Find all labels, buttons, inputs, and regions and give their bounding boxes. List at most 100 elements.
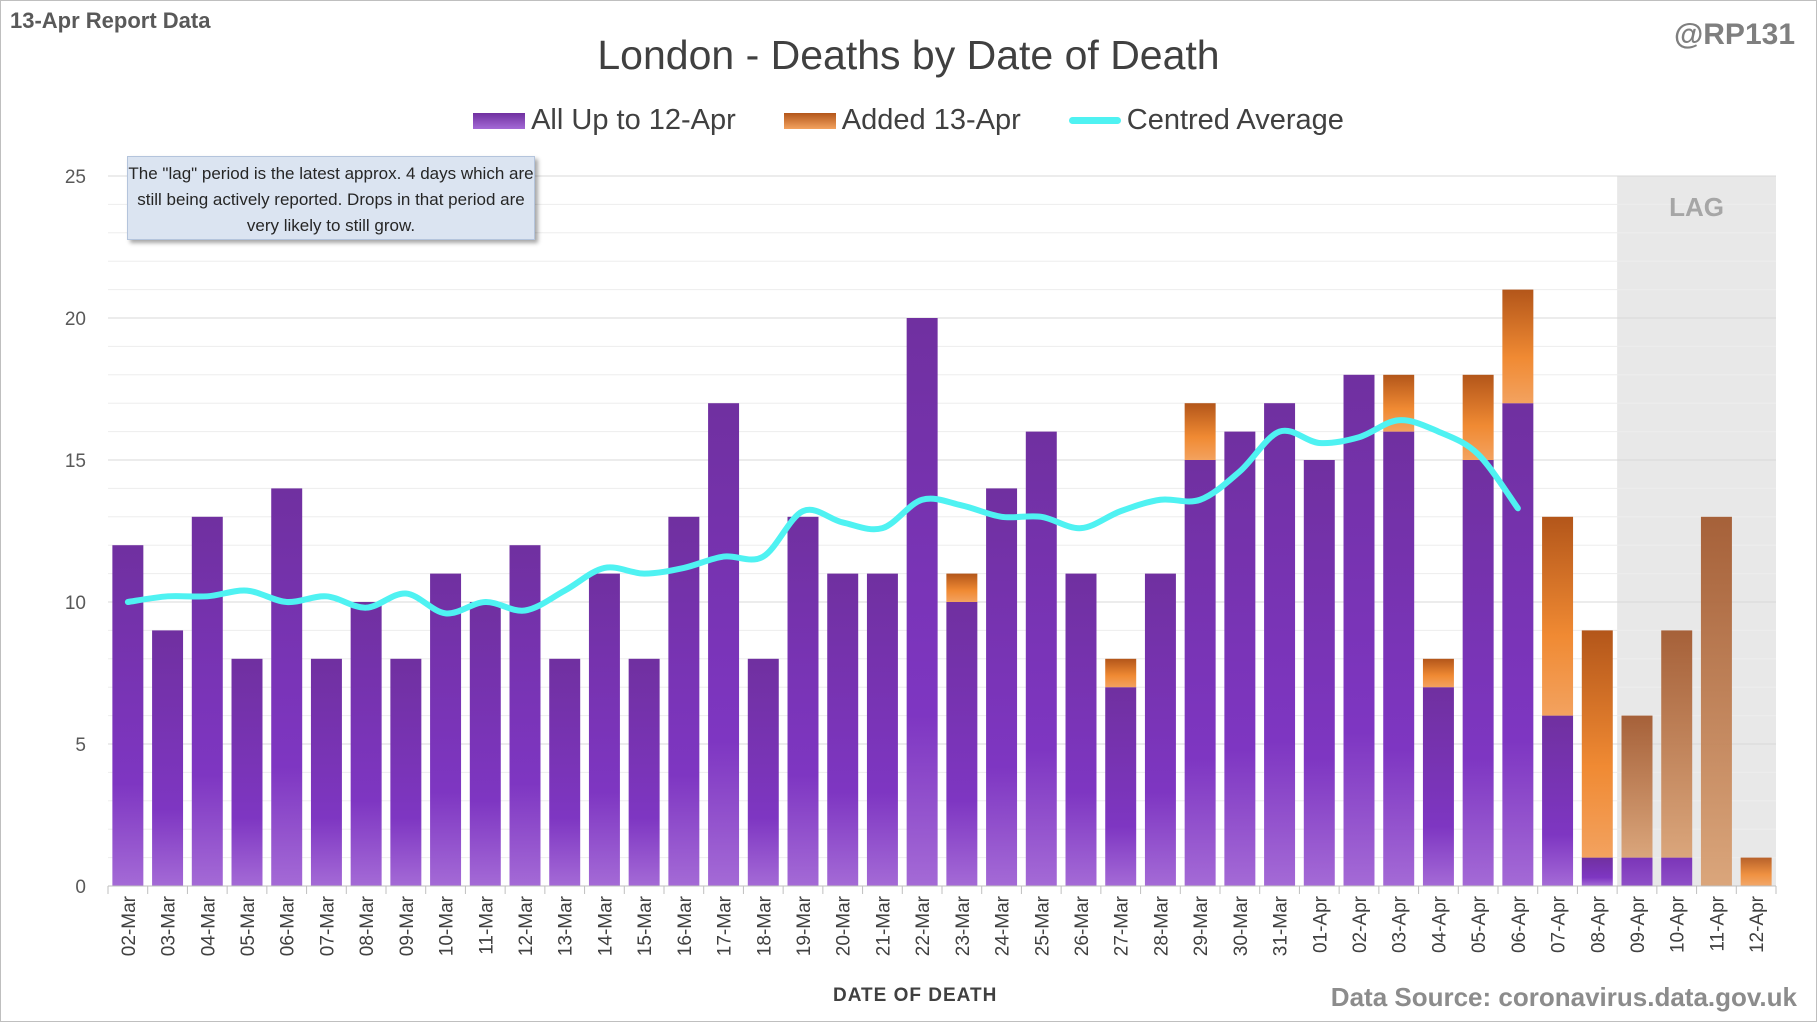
x-tick-label: 28-Mar xyxy=(1151,895,1172,956)
average-point xyxy=(484,601,486,603)
x-tick-label: 10-Mar xyxy=(437,895,458,956)
bar-all-13-Mar xyxy=(549,658,581,886)
bar-all-19-Mar xyxy=(787,516,819,886)
average-point xyxy=(1318,442,1320,444)
bar-added-11-Apr xyxy=(1700,516,1732,886)
bar-all-08-Apr xyxy=(1581,857,1613,886)
x-axis-title: DATE OF DEATH xyxy=(833,985,998,1006)
bar-all-02-Mar xyxy=(112,545,144,886)
x-tick-label: 13-Mar xyxy=(556,895,577,956)
x-tick-label: 08-Apr xyxy=(1588,895,1609,953)
x-tick-label: 11-Apr xyxy=(1707,895,1728,951)
x-tick-label: 31-Mar xyxy=(1271,895,1292,956)
bar-added-12-Apr xyxy=(1740,857,1772,886)
bar-all-10-Mar xyxy=(430,573,462,886)
x-tick-label: 22-Mar xyxy=(913,895,934,956)
x-tick-label: 21-Mar xyxy=(873,895,894,956)
x-tick-label: 19-Mar xyxy=(794,895,815,956)
legend-item-average: Centred Average xyxy=(1068,104,1344,137)
x-tick-label: 30-Mar xyxy=(1231,895,1252,956)
x-tick-label: 11-Mar xyxy=(476,895,497,954)
x-tick-label: 02-Apr xyxy=(1350,895,1371,953)
bar-all-10-Apr xyxy=(1661,857,1693,886)
report-label: 13-Apr Report Data xyxy=(10,8,211,33)
x-tick-label: 23-Mar xyxy=(953,895,974,956)
bar-all-15-Mar xyxy=(628,658,660,886)
average-point xyxy=(1477,453,1479,455)
y-tick-label: 5 xyxy=(75,735,86,756)
x-tick-label: 03-Apr xyxy=(1390,895,1411,953)
bar-added-07-Apr xyxy=(1542,516,1574,716)
lag-note: The "lag" period is the latest approx. 4… xyxy=(127,156,535,240)
average-point xyxy=(1358,436,1360,438)
bar-added-09-Apr xyxy=(1621,715,1653,858)
bar-all-25-Mar xyxy=(1025,431,1057,886)
x-tick-label: 12-Apr xyxy=(1747,895,1768,953)
bar-all-03-Mar xyxy=(152,630,184,886)
average-point xyxy=(723,556,725,558)
bar-all-20-Mar xyxy=(827,573,859,886)
bar-all-26-Mar xyxy=(1065,573,1097,886)
legend-swatch-purple xyxy=(473,112,526,129)
data-source: Data Source: coronavirus.data.gov.uk xyxy=(1330,982,1797,1012)
author-handle: @RP131 xyxy=(1674,18,1795,51)
bar-added-04-Apr xyxy=(1422,658,1454,688)
lag-label: LAG xyxy=(1669,192,1724,222)
average-point xyxy=(365,607,367,609)
average-point xyxy=(881,527,883,529)
average-point xyxy=(524,610,526,612)
average-point xyxy=(1437,431,1439,433)
x-axis: 02-Mar 03-Mar 04-Mar 05-Mar 06-Mar 07-Mar 08-M… xyxy=(107,885,1777,956)
average-point xyxy=(1080,527,1082,529)
y-axis: 0 5 10 15 20 25 xyxy=(65,167,86,898)
y-tick-label: 0 xyxy=(75,877,86,898)
average-point xyxy=(1040,516,1042,518)
bar-all-04-Apr xyxy=(1422,687,1454,886)
x-tick-label: 07-Apr xyxy=(1549,895,1570,953)
bar-added-27-Mar xyxy=(1105,658,1137,688)
legend-swatch-orange xyxy=(783,112,836,129)
bar-all-12-Mar xyxy=(509,545,541,886)
x-tick-label: 01-Apr xyxy=(1310,895,1331,953)
x-tick-label: 10-Apr xyxy=(1668,895,1689,953)
average-point xyxy=(603,567,605,569)
average-point xyxy=(1120,510,1122,512)
average-point xyxy=(961,504,963,506)
bar-all-07-Apr xyxy=(1542,715,1574,886)
bar-all-01-Apr xyxy=(1303,460,1335,886)
average-line-group xyxy=(124,417,1521,617)
x-tick-label: 17-Mar xyxy=(715,895,736,956)
average-point xyxy=(683,567,685,569)
x-tick-label: 16-Mar xyxy=(675,895,696,956)
x-tick-label: 18-Mar xyxy=(754,895,775,956)
x-tick-label: 04-Mar xyxy=(198,895,219,956)
average-point xyxy=(643,573,645,575)
legend-item-all: All Up to 12-Apr xyxy=(473,104,736,137)
y-tick-label: 20 xyxy=(65,309,86,330)
bar-all-08-Mar xyxy=(350,602,382,886)
x-tick-label: 09-Apr xyxy=(1628,895,1649,953)
average-point xyxy=(802,510,804,512)
average-point xyxy=(325,595,327,597)
x-tick-label: 06-Apr xyxy=(1509,895,1530,953)
average-point xyxy=(1279,431,1281,433)
x-tick-label: 25-Mar xyxy=(1032,895,1053,956)
x-tick-label: 14-Mar xyxy=(595,895,616,956)
average-point xyxy=(206,595,208,597)
bar-all-14-Mar xyxy=(588,573,620,886)
bar-all-11-Mar xyxy=(469,602,501,886)
average-point xyxy=(1001,516,1003,518)
bar-all-16-Mar xyxy=(668,516,700,886)
chart-title: London - Deaths by Date of Death xyxy=(597,32,1220,78)
average-point xyxy=(445,612,447,614)
bar-all-02-Apr xyxy=(1343,374,1375,886)
average-point xyxy=(167,595,169,597)
average-point xyxy=(1199,499,1201,501)
x-tick-label: 29-Mar xyxy=(1191,895,1212,956)
x-tick-label: 24-Mar xyxy=(993,895,1014,956)
bar-all-28-Mar xyxy=(1144,573,1176,886)
bar-all-21-Mar xyxy=(866,573,898,886)
x-tick-label: 15-Mar xyxy=(635,895,656,956)
x-tick-label: 07-Mar xyxy=(317,895,338,956)
